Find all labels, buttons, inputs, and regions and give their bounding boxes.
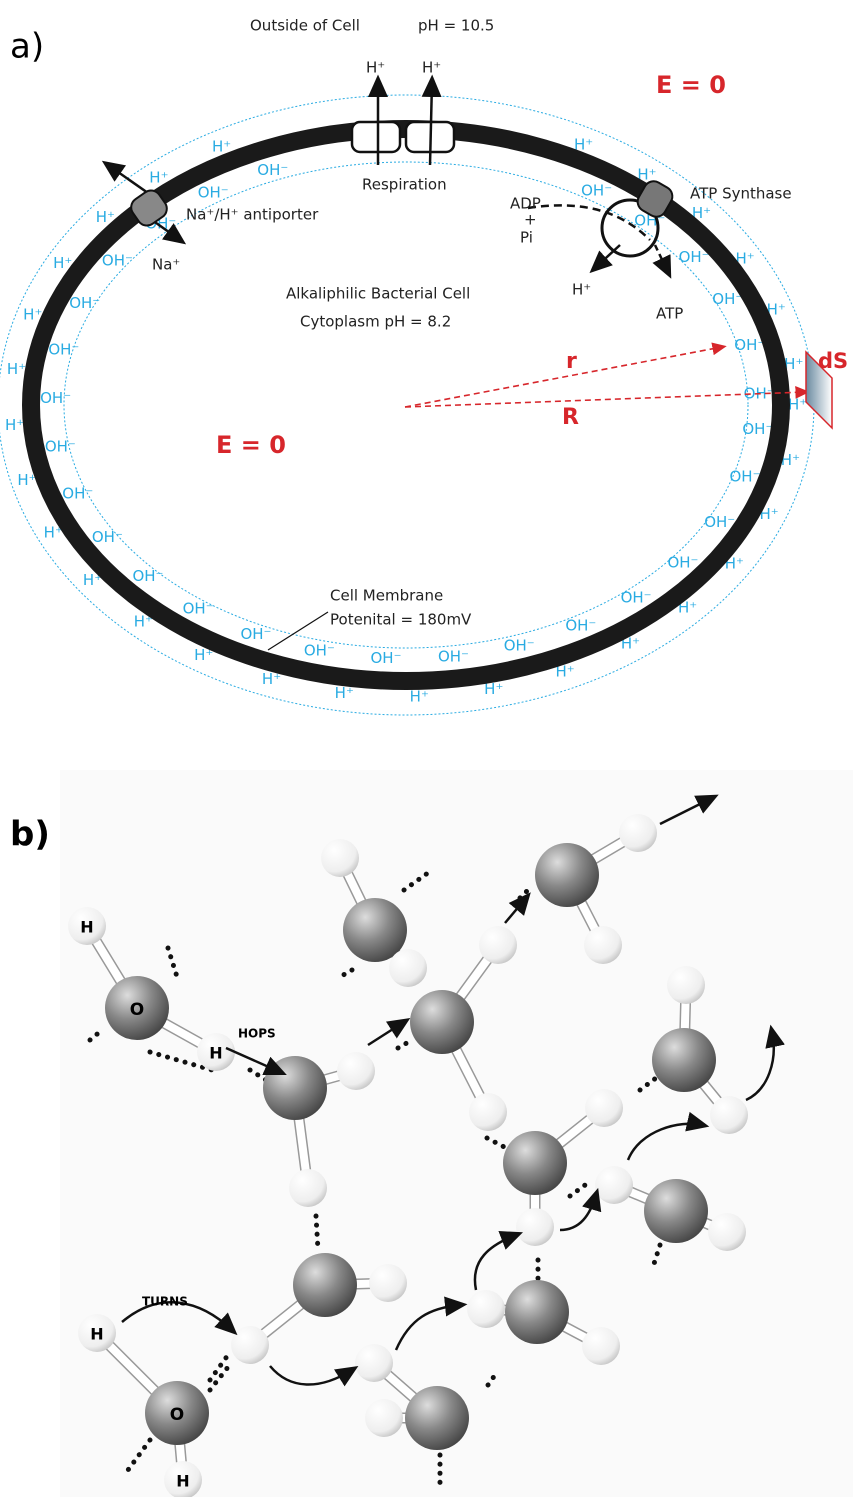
figure: a) Outside of Cell pH = 10.5 H⁺ OH⁻ H⁺ OH⁻ H… [0,0,853,1497]
hydroxide-ion: OH⁻ [438,647,469,665]
hydrogen-atom [321,839,359,877]
hydrogen-atom [469,1093,507,1131]
atp-label: ATP [656,305,683,323]
atom-label: O [170,1405,184,1425]
oxygen-atom [410,990,474,1054]
hydroxide-ion: OH⁻ [304,641,335,659]
atom-label: H [209,1044,222,1063]
hydroxide-ion: OH⁻ [730,468,761,486]
outside-label: Outside of Cell [250,17,360,35]
hydrogen-atom [479,926,517,964]
proton-ion: H⁺ [788,396,807,414]
hydroxide-ion: OH⁻ [92,528,123,546]
atom-label: H [176,1472,189,1491]
hydrogen-atom [467,1290,505,1328]
surface-label: dS [818,349,848,373]
pi-label: Pi [520,229,533,247]
atom-label: O [130,1000,144,1020]
proton-ion: H⁺ [410,687,429,705]
hydroxide-ion: OH⁻ [198,184,229,202]
hydrogen-atom [582,1327,620,1365]
hydroxide-ion: OH⁻ [183,600,214,618]
hydroxide-ion: OH⁻ [742,420,773,438]
panel-label: a) [10,27,44,67]
hydroxide-ion: OH⁻ [257,161,288,179]
hydroxide-ion: OH⁻ [565,617,596,635]
hydrogen-atom [231,1326,269,1364]
proton-out: H⁺ [366,59,385,77]
hydrogen-atom [708,1213,746,1251]
inner-radius [405,347,722,407]
cytoplasm-ph: Cytoplasm pH = 8.2 [300,313,451,331]
hydrogen-atom [595,1166,633,1204]
proton-out: H⁺ [422,59,441,77]
cell-title: Alkaliphilic Bacterial Cell [286,285,470,303]
turns-label: TURNS [142,1295,188,1309]
hydroxide-ion: OH⁻ [48,341,79,359]
hydroxide-ion: OH⁻ [704,513,735,531]
hydroxide-ion: OH⁻ [581,181,612,199]
oxygen-atom [505,1280,569,1344]
respiration-label: Respiration [362,176,447,194]
hops-label: HOPS [238,1027,276,1041]
potential-label: Potenital = 180mV [330,611,472,629]
hydrogen-atom [365,1399,403,1437]
panel-label: b) [10,815,50,855]
membrane-label: Cell Membrane [330,587,443,605]
hydroxide-ion: OH⁻ [667,554,698,572]
hydrogen-atom [667,966,705,1004]
hydrogen-atom [355,1344,393,1382]
hydrogen-atom [337,1052,375,1090]
oxygen-atom [293,1253,357,1317]
hydrogen-atom [369,1264,407,1302]
oxygen-atom [652,1028,716,1092]
hydroxide-ion: OH⁻ [45,437,76,455]
hydrogen-atom [289,1169,327,1207]
inner-radius-label: r [566,349,577,374]
hydrogen-atom [585,1089,623,1127]
hydroxide-ion: OH⁻ [621,589,652,607]
hydroxide-ion: OH⁻ [69,294,100,312]
oxygen-atom [535,843,599,907]
atom-label: H [90,1325,103,1344]
oxygen-atom [644,1179,708,1243]
atom-label: H [80,918,93,937]
hydroxide-ion: OH⁻ [132,567,163,585]
proton-ion: H⁺ [5,416,24,434]
outside-ph: pH = 10.5 [418,17,494,35]
atp-synthase-label: ATP Synthase [690,185,792,203]
hydroxide-ion: OH⁻ [240,625,271,643]
field-inside: E = 0 [216,431,286,459]
proton-ion: H⁺ [7,360,26,378]
oxygen-atom [405,1386,469,1450]
outer-radius-label: R [562,405,579,430]
proton-label: H⁺ [572,281,591,299]
field-outside: E = 0 [656,71,726,99]
hydroxide-ion: OH⁻ [504,636,535,654]
hydroxide-ion: OH⁻ [40,389,71,407]
hydrogen-atom [584,926,622,964]
plus-label: + [524,211,537,229]
oxygen-atom [263,1056,327,1120]
hydrogen-atom [619,814,657,852]
oxygen-atom [503,1131,567,1195]
hydrogen-atom [710,1096,748,1134]
hydroxide-ion: OH⁻ [102,252,133,270]
hydroxide-ion: OH⁻ [371,649,402,667]
hydrogen-atom [516,1208,554,1246]
antiporter-label: Na⁺/H⁺ antiporter [186,206,319,224]
hydrogen-atom [389,949,427,987]
hydroxide-ion: OH⁻ [62,484,93,502]
sodium-label: Na⁺ [152,256,180,274]
